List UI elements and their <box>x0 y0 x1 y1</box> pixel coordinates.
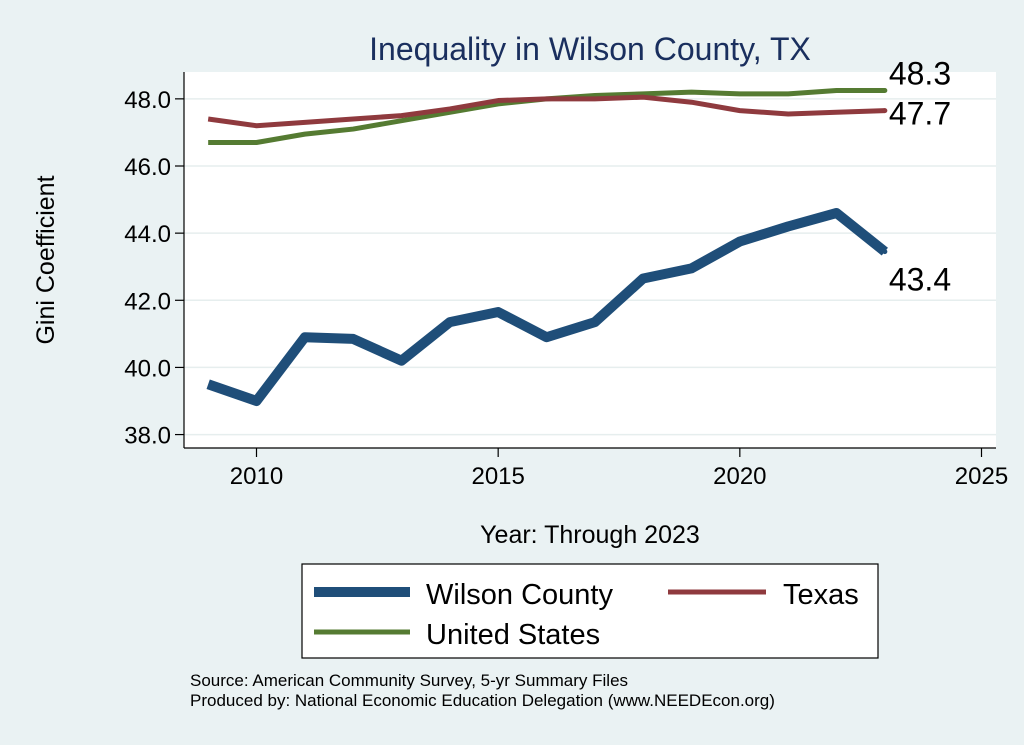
end-label-texas: 47.7 <box>889 96 951 132</box>
x-tick-label: 2010 <box>230 463 283 490</box>
series-line-texas <box>207 94 885 129</box>
end-label-united-states: 48.3 <box>889 55 951 91</box>
legend-label-texas: Texas <box>783 579 859 611</box>
producer-note: Produced by: National Economic Education… <box>190 691 775 710</box>
end-label-wilson-county: 43.4 <box>889 262 951 298</box>
y-tick-label: 42.0 <box>124 288 171 315</box>
legend-box <box>301 563 879 659</box>
x-tick-label: 2025 <box>955 463 1008 490</box>
x-tick-label: 2020 <box>713 463 766 490</box>
legend-label-wilson-county: Wilson County <box>426 579 613 611</box>
x-tick-label: 2015 <box>471 463 524 490</box>
end-labels: 43.4 47.7 48.3 <box>882 55 951 298</box>
chart-title: Inequality in Wilson County, TX <box>369 31 811 67</box>
y-tick-label: 48.0 <box>124 87 171 114</box>
plot-area <box>184 72 996 448</box>
series-lines <box>206 87 888 406</box>
x-axis-label: Year: Through 2023 <box>480 521 700 549</box>
end-marker-texas <box>882 108 888 114</box>
end-marker-united-states <box>882 87 888 93</box>
y-tick-label: 40.0 <box>124 355 171 382</box>
y-axis-label: Gini Coefficient <box>32 175 60 344</box>
y-tick-label: 44.0 <box>124 221 171 248</box>
legend-label-united-states: United States <box>426 619 600 651</box>
y-tick-label: 38.0 <box>124 423 171 450</box>
y-tick-label: 46.0 <box>124 154 171 181</box>
end-marker-wilson-county <box>882 249 888 255</box>
series-line-wilson-county <box>206 208 888 406</box>
axis-ticks: 38.0 40.0 42.0 44.0 46.0 48.0 2010 2015 2020 2025 <box>124 87 1008 490</box>
source-note: Source: American Community Survey, 5-yr … <box>190 671 629 690</box>
legend: Wilson County Texas United States <box>301 563 879 659</box>
